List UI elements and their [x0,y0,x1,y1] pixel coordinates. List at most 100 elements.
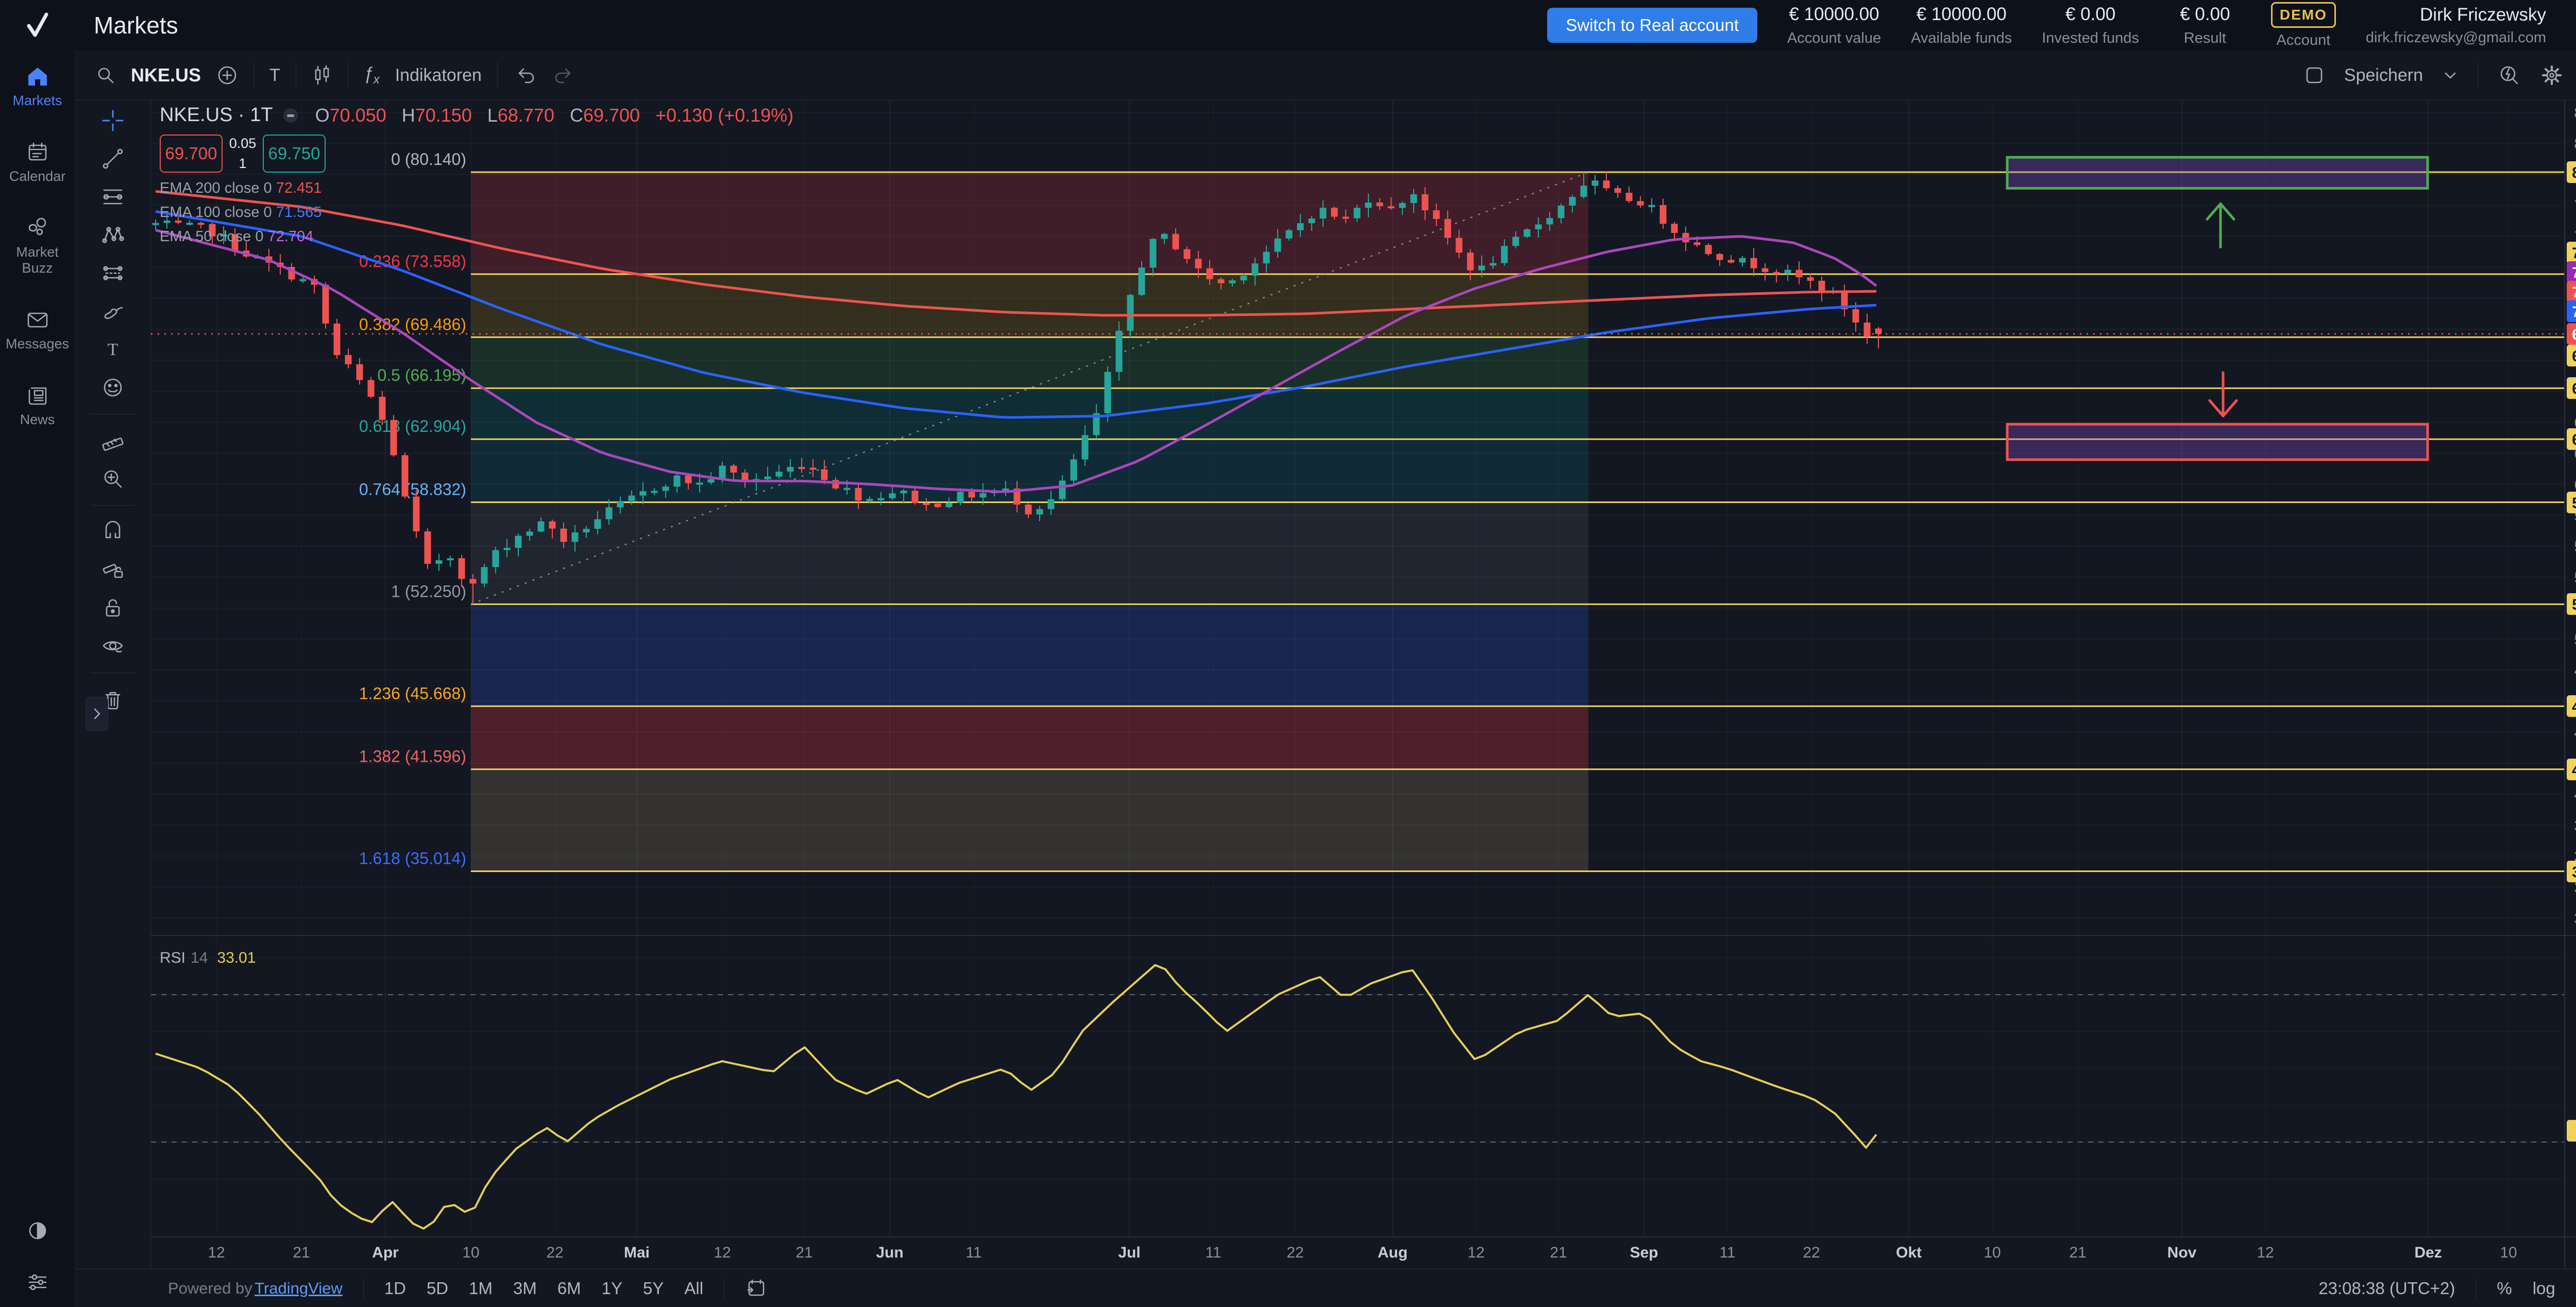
svg-text:22: 22 [1803,1244,1820,1261]
svg-text:38.000: 38.000 [2574,817,2576,834]
svg-text:0.764 (58.832): 0.764 (58.832) [359,480,466,499]
forecast-tool-icon[interactable] [101,261,125,285]
stat-invested-funds: € 0.00 Invested funds [2042,4,2139,46]
svg-text:34.000: 34.000 [2574,879,2576,896]
range-1m[interactable]: 1M [469,1278,493,1298]
svg-text:60.000: 60.000 [2574,476,2576,493]
checkmark-logo-icon [27,12,48,37]
zoom-in-tool-icon[interactable] [101,467,125,491]
legend-more-icon[interactable] [281,106,300,125]
range-5y[interactable]: 5Y [643,1278,664,1298]
sell-buy-widget: 69.700 0.05 1 69.750 [160,135,793,173]
session-clock[interactable]: 23:08:38 (UTC+2) [2318,1278,2455,1298]
save-button[interactable]: Speichern [2344,65,2423,85]
svg-text:0 (80.140): 0 (80.140) [391,150,466,169]
indicators-button[interactable]: Indikatoren [395,65,482,85]
sidebar-item-markets[interactable]: Markets [4,65,71,109]
brush-tool-icon[interactable] [101,299,125,323]
svg-text:71.565: 71.565 [2572,304,2576,321]
add-symbol-icon[interactable] [216,64,238,86]
svg-text:Aug: Aug [1378,1244,1408,1261]
range-1d[interactable]: 1D [384,1278,406,1298]
market-buzz-icon [28,217,46,236]
ruler-tool-icon[interactable] [101,429,125,453]
tradingview-link[interactable]: TradingView [255,1279,343,1297]
ema-200-legend[interactable]: EMA 200 close 0 72.451 [160,180,322,196]
undo-icon[interactable] [513,64,537,87]
stat-result: € 0.00 Result [2180,4,2230,46]
scale-percent-button[interactable]: % [2497,1278,2512,1298]
svg-text:11: 11 [1719,1244,1735,1261]
symbol-search-button[interactable]: NKE.US [131,64,201,86]
svg-text:21: 21 [795,1244,812,1261]
chart-legend: NKE.US · 1T O70.050 H70.150 L68.770 C69.… [160,104,794,245]
trend-line-tool-icon[interactable] [101,147,125,171]
redo-icon[interactable] [552,64,576,87]
range-all[interactable]: All [684,1278,704,1298]
svg-text:1.382 (41.596): 1.382 (41.596) [359,747,466,766]
theme-toggle-icon[interactable] [26,1219,49,1242]
svg-text:73.558: 73.558 [2572,245,2576,262]
magnet-tool-icon[interactable] [101,520,125,544]
trash-tool-icon[interactable] [101,688,125,711]
home-icon [28,68,47,86]
svg-text:64.000: 64.000 [2574,414,2576,431]
svg-text:Okt: Okt [1896,1244,1922,1261]
lock-all-tool-icon[interactable] [101,596,125,620]
svg-text:10: 10 [2500,1244,2517,1261]
drawing-mode-tool-icon[interactable] [101,558,125,582]
svg-text:76.000: 76.000 [2574,228,2576,245]
object-tree-expand-button[interactable] [86,697,108,731]
pattern-xabcd-tool-icon[interactable] [101,223,125,247]
fib-retracement-tool-icon[interactable] [101,185,125,209]
preferences-icon[interactable] [26,1271,49,1294]
svg-text:72.451: 72.451 [2572,284,2576,301]
svg-text:12: 12 [208,1244,225,1261]
flash-search-icon[interactable] [2498,64,2520,87]
messages-icon [27,312,47,328]
svg-text:0.618 (62.904): 0.618 (62.904) [359,417,466,435]
range-3m[interactable]: 3M [513,1278,537,1298]
svg-text:1 (52.250): 1 (52.250) [391,582,466,600]
quantity-value[interactable]: 1 [239,156,247,171]
buy-button[interactable]: 69.750 [263,135,326,173]
goto-date-icon[interactable] [745,1278,767,1299]
svg-text:48.000: 48.000 [2574,662,2576,679]
interval-button[interactable]: T [269,65,280,85]
svg-text:32.000: 32.000 [2574,910,2576,927]
switch-to-real-account-button[interactable]: Switch to Real account [1547,8,1757,43]
sidebar-item-market-buzz[interactable]: Market Buzz [4,216,71,276]
hide-all-tool-icon[interactable] [101,634,125,658]
svg-text:84.000: 84.000 [2574,105,2576,122]
svg-text:0.382 (69.486): 0.382 (69.486) [359,315,466,333]
chevron-down-icon[interactable] [2443,70,2458,81]
left-nav-rail: Markets Calendar Market Buzz Messages Ne… [0,51,75,1307]
scale-log-button[interactable]: log [2532,1278,2555,1298]
sidebar-item-news[interactable]: News [4,384,71,428]
layout-icon[interactable] [2304,65,2325,86]
emoji-tool-icon[interactable] [101,376,125,399]
sidebar-item-messages[interactable]: Messages [4,308,71,352]
stat-account-value: € 10000.00 Account value [1787,4,1882,46]
svg-text:80.140: 80.140 [2572,164,2576,181]
svg-text:58.832: 58.832 [2572,495,2576,512]
settings-gear-icon[interactable] [2540,63,2564,87]
ema-100-legend[interactable]: EMA 100 close 0 71.565 [160,204,322,221]
sidebar-item-calendar[interactable]: Calendar [4,141,71,185]
app-logo[interactable] [0,10,75,40]
legend-symbol[interactable]: NKE.US · 1T [160,104,273,126]
text-tool-icon[interactable]: T [101,338,125,361]
svg-text:54.000: 54.000 [2574,569,2576,587]
ema-50-legend[interactable]: EMA 50 close 0 72.704 [160,228,314,245]
range-5d[interactable]: 5D [426,1278,449,1298]
rsi-legend[interactable]: RSI 14 33.01 [160,949,256,966]
sell-button[interactable]: 69.700 [160,135,223,173]
search-icon[interactable] [96,65,115,85]
crosshair-tool-icon[interactable] [101,109,125,132]
range-6m[interactable]: 6M [557,1278,581,1298]
range-1y[interactable]: 1Y [601,1278,623,1298]
chart-type-candles-icon[interactable] [312,64,332,87]
svg-text:72.704: 72.704 [2572,264,2576,281]
svg-text:12: 12 [2257,1244,2274,1261]
